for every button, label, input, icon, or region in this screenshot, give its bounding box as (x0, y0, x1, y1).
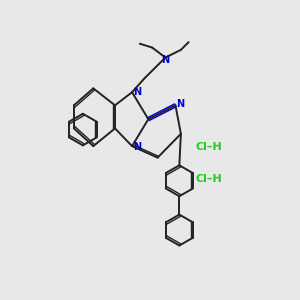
Text: Cl–H: Cl–H (196, 142, 222, 152)
Text: N: N (133, 86, 141, 97)
Text: N: N (177, 99, 185, 110)
Text: N: N (133, 142, 141, 152)
Text: N: N (161, 55, 169, 65)
Text: Cl–H: Cl–H (196, 174, 222, 184)
